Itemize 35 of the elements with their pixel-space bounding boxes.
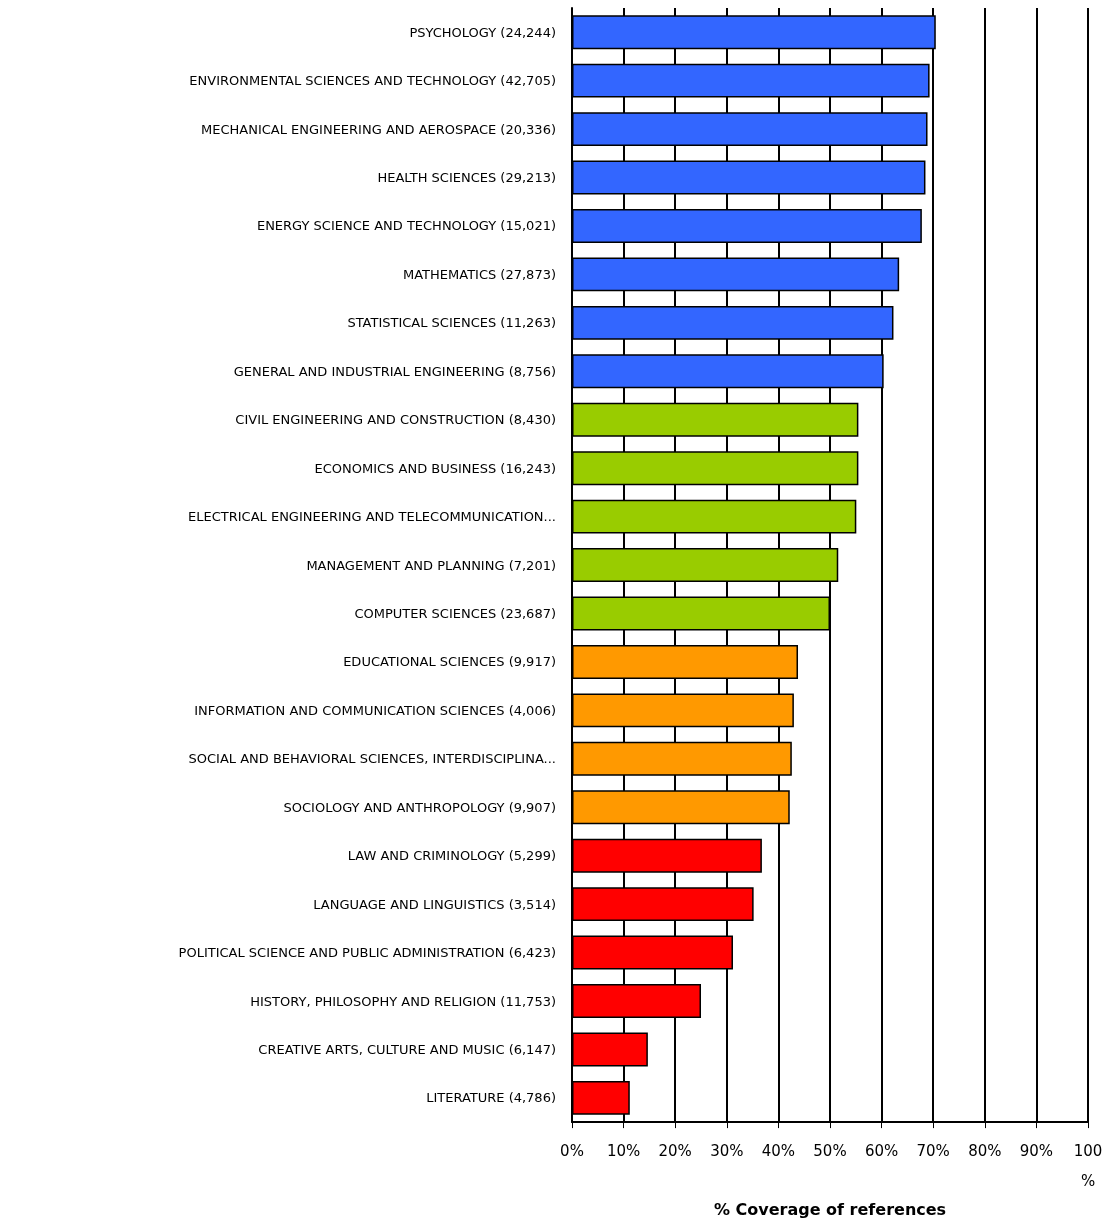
y-tick-label: LITERATURE (4,786) <box>426 1090 556 1106</box>
x-tick-label: 100 % <box>1073 1142 1103 1191</box>
y-tick-label: LANGUAGE AND LINGUISTICS (3,514) <box>313 896 556 912</box>
x-tick-label: 10% <box>606 1142 641 1161</box>
x-tick-label: 40% <box>761 1142 796 1161</box>
y-tick-label: CREATIVE ARTS, CULTURE AND MUSIC (6,147) <box>258 1041 556 1057</box>
y-tick-label: HISTORY, PHILOSOPHY AND RELIGION (11,753) <box>250 993 556 1009</box>
x-tick-label: 20% <box>658 1142 692 1161</box>
y-tick-label: GENERAL AND INDUSTRIAL ENGINEERING (8,756) <box>233 363 556 379</box>
y-tick-label: ENVIRONMENTAL SCIENCES AND TECHNOLOGY (42,705) <box>189 73 556 89</box>
y-tick-label: CIVIL ENGINEERING AND CONSTRUCTION (8,430) <box>235 412 556 428</box>
y-tick-label: PSYCHOLOGY (24,244) <box>409 24 556 40</box>
x-axis-title: % Coverage of references <box>713 1199 947 1219</box>
y-tick-label: ENERGY SCIENCE AND TECHNOLOGY (15,021) <box>256 218 556 234</box>
x-tick-label: 70% <box>916 1142 950 1161</box>
y-tick-label: POLITICAL SCIENCE AND PUBLIC ADMINISTRATION (6,423) <box>178 945 556 961</box>
y-tick-label: MATHEMATICS (27,873) <box>403 266 556 282</box>
x-tick-label: 30% <box>710 1142 744 1161</box>
y-tick-label: HEALTH SCIENCES (29,213) <box>377 170 556 186</box>
y-tick-label: INFORMATION AND COMMUNICATION SCIENCES (4,006) <box>194 702 556 718</box>
y-tick-label: LAW AND CRIMINOLOGY (5,299) <box>347 848 556 864</box>
y-tick-label: ECONOMICS AND BUSINESS (16,243) <box>314 460 556 476</box>
y-tick-label: MECHANICAL ENGINEERING AND AEROSPACE (20,336) <box>201 121 556 137</box>
y-tick-label: SOCIOLOGY AND ANTHROPOLOGY (9,907) <box>283 799 556 815</box>
y-tick-label: SOCIAL AND BEHAVIORAL SCIENCES, INTERDISCIPLINA... <box>188 751 556 767</box>
x-tick-label: 0% <box>560 1142 584 1161</box>
x-tick-label: 90% <box>1019 1142 1054 1161</box>
y-tick-label: ELECTRICAL ENGINEERING AND TELECOMMUNICATION... <box>188 509 556 525</box>
y-tick-label: MANAGEMENT AND PLANNING (7,201) <box>306 557 556 573</box>
x-tick-label: 50% <box>813 1142 847 1161</box>
y-tick-label: STATISTICAL SCIENCES (11,263) <box>347 315 556 331</box>
y-tick-label: EDUCATIONAL SCIENCES (9,917) <box>343 654 556 670</box>
y-tick-label: COMPUTER SCIENCES (23,687) <box>354 605 556 621</box>
x-tick-label: 80% <box>968 1142 1002 1161</box>
x-tick-label: 60% <box>864 1142 899 1161</box>
